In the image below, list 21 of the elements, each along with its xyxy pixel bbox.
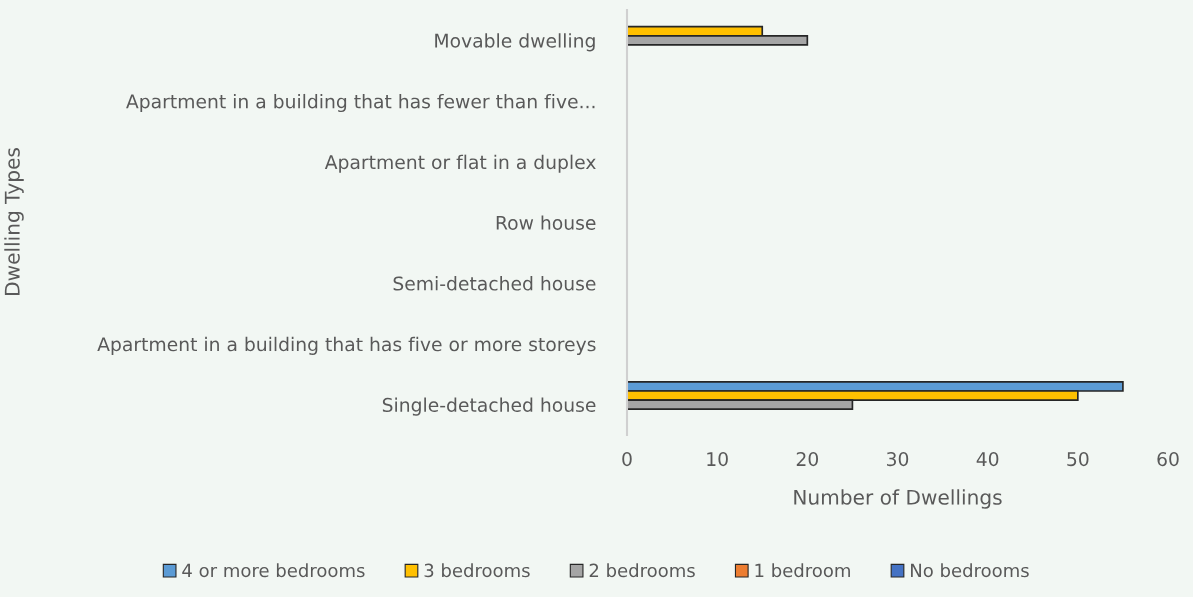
y-tick-label: Apartment or flat in a duplex — [324, 154, 596, 173]
x-tick-label: 30 — [887, 452, 909, 467]
y-tick-label: Row house — [496, 215, 596, 230]
legend-label: 3 bedrooms — [424, 563, 530, 578]
y-tick-label: Movable dwelling — [435, 33, 595, 52]
x-tick-label: 0 — [622, 452, 632, 467]
y-tick-label: Apartment in a building that has fewer than five... — [126, 93, 595, 113]
legend-label: 4 or more bedrooms — [182, 563, 365, 578]
x-tick-label: 10 — [707, 452, 728, 467]
y-tick-label: Semi-detached house — [393, 276, 596, 291]
x-tick-label: 50 — [1067, 452, 1089, 467]
y-axis-title: Dwelling Types — [4, 148, 24, 295]
x-tick-label: 20 — [796, 452, 819, 467]
x-tick-label: 60 — [1157, 452, 1179, 467]
x-tick-label: 40 — [976, 452, 999, 467]
legend-label: 2 bedrooms — [589, 563, 695, 578]
legend-label: No bedrooms — [911, 563, 1029, 578]
y-tick-label: Apartment in a building that has five or more storeys — [97, 336, 596, 355]
y-tick-label: Single-detached house — [382, 397, 596, 416]
x-axis-title: Number of Dwellings — [794, 489, 1002, 509]
legend-label: 1 bedroom — [755, 563, 850, 578]
